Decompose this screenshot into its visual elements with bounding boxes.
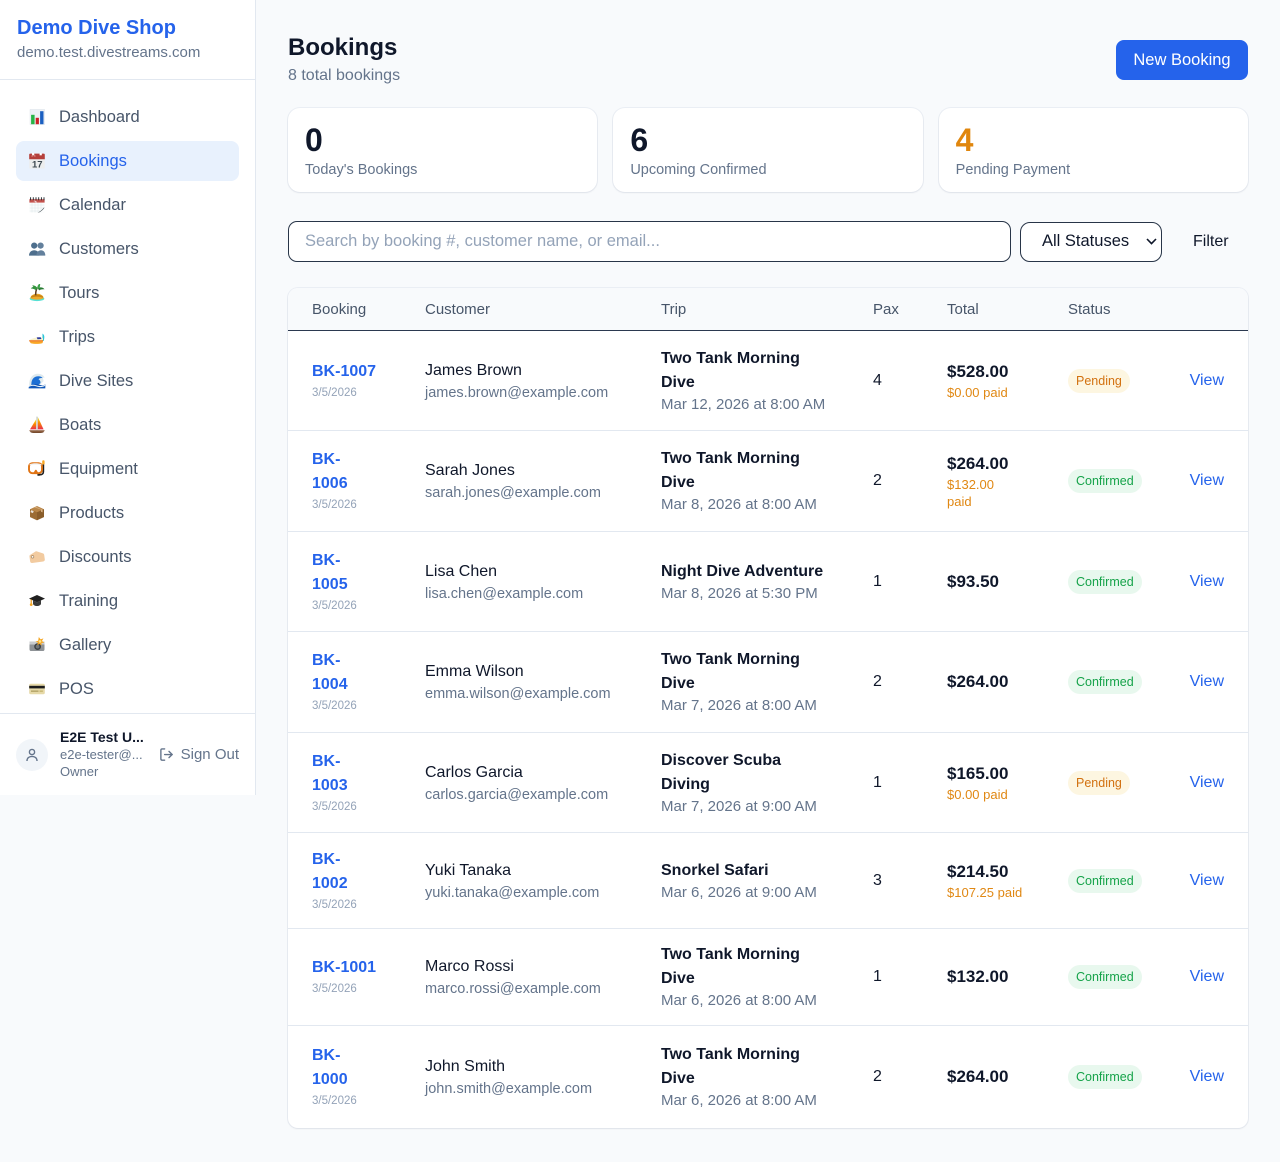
svg-text:17: 17 <box>32 159 43 170</box>
